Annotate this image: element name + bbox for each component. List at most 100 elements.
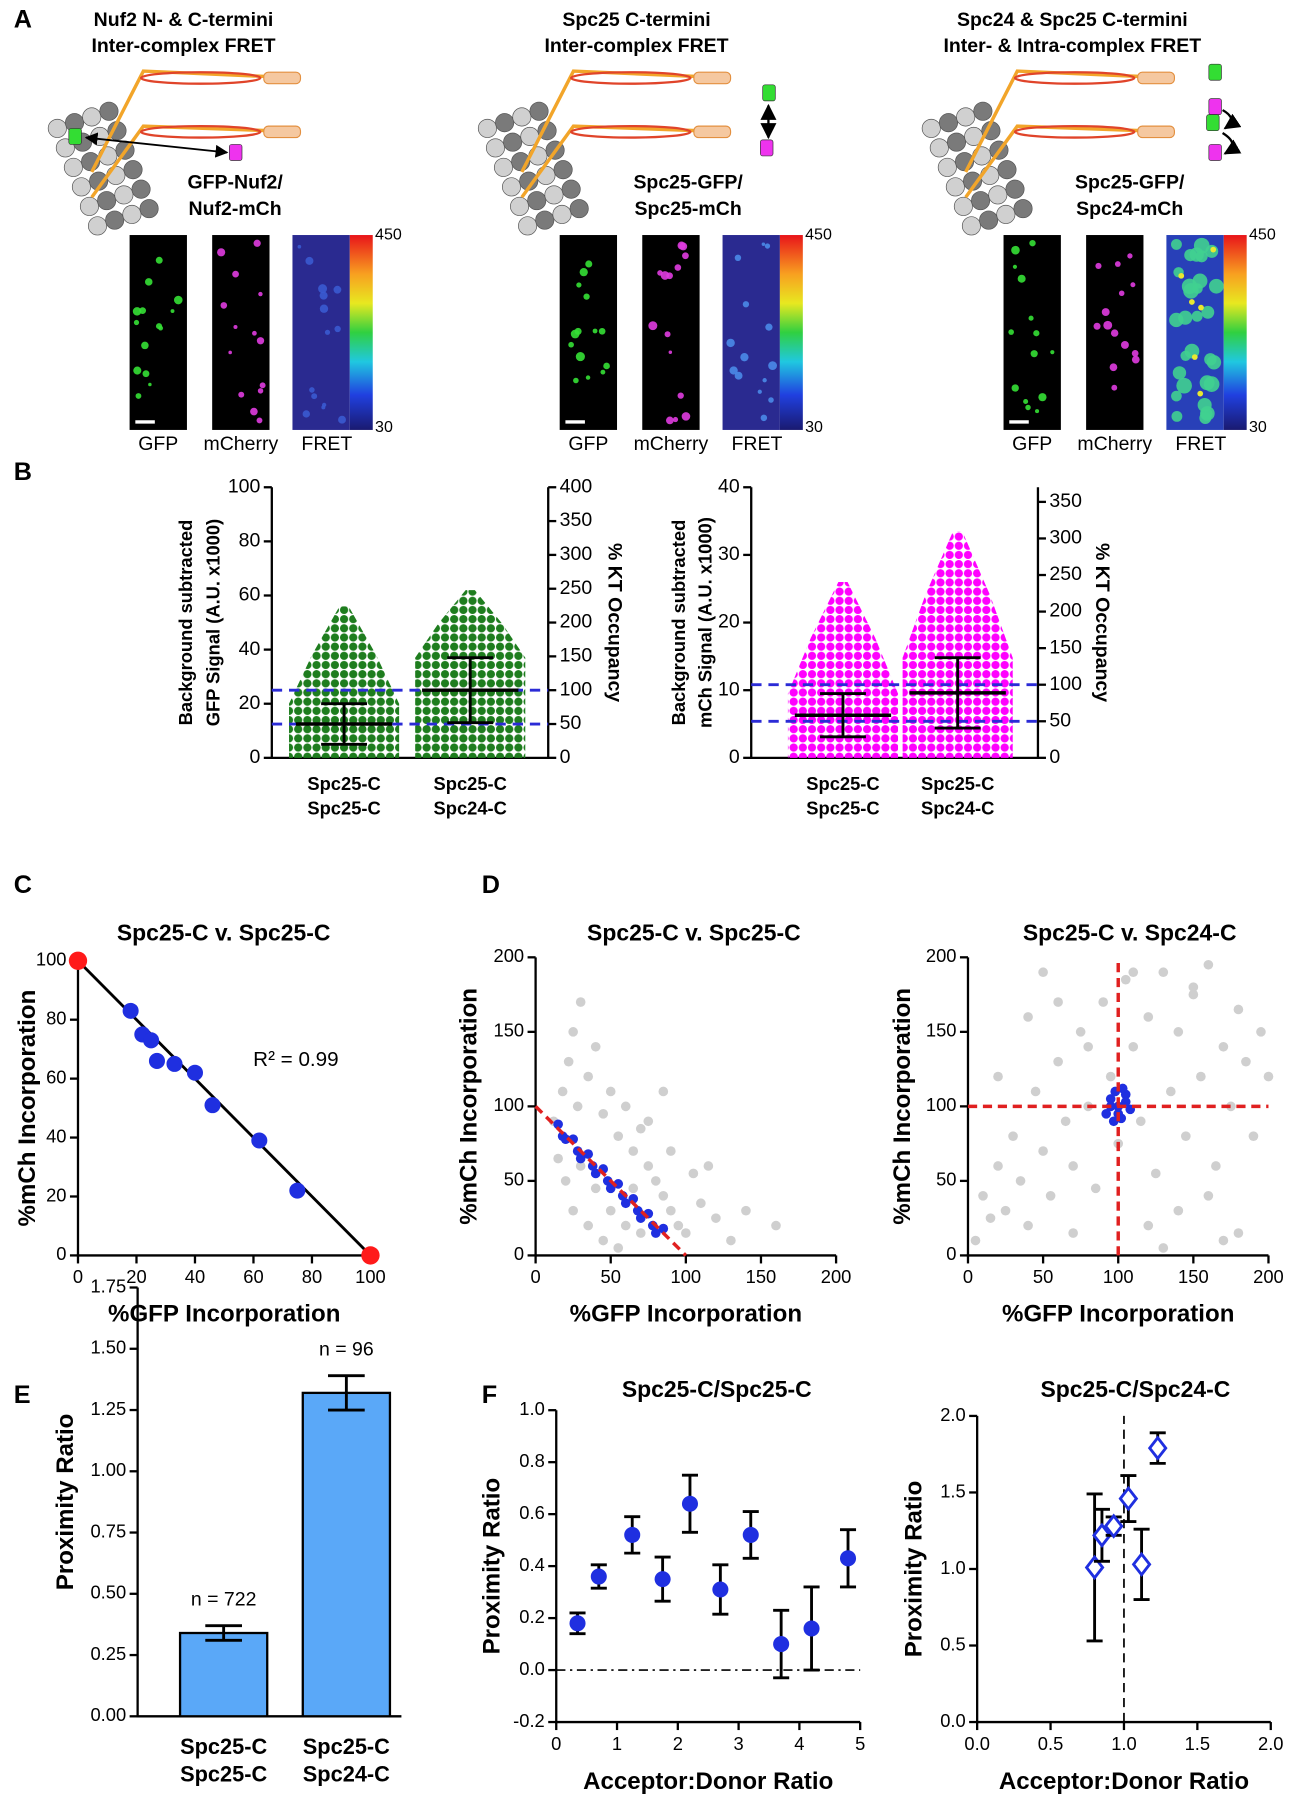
- micrograph-spot: [1111, 384, 1118, 391]
- marker: [1203, 1190, 1214, 1201]
- micrograph-spot: [144, 278, 153, 286]
- construct-label: Spc25-GFP/: [1075, 172, 1185, 194]
- marker: [1233, 1004, 1244, 1015]
- tubulin: [63, 157, 83, 177]
- micrograph-spot: [672, 416, 679, 423]
- fluor-tag: [760, 139, 774, 157]
- marker: [1053, 997, 1063, 1007]
- marker: [1211, 1161, 1221, 1171]
- micrograph-spot: [1033, 330, 1040, 337]
- marker: [635, 1123, 646, 1134]
- marker: [624, 1526, 641, 1543]
- micrograph-spot: [1127, 253, 1133, 259]
- micrograph-spot: [1011, 384, 1019, 392]
- colorbar-label: 30: [805, 418, 823, 436]
- marker: [1075, 1027, 1086, 1037]
- diagram-title: Spc25 C-termini: [562, 9, 710, 31]
- marker: [1105, 1094, 1116, 1104]
- x-tick-label: 0: [73, 1266, 83, 1287]
- x-tick-label: 0: [963, 1266, 973, 1287]
- annotation: n = 722: [191, 1589, 257, 1611]
- micrograph-spot: [1191, 310, 1203, 322]
- marker: [1173, 1027, 1184, 1037]
- tubulin: [82, 107, 102, 127]
- micrograph-spot: [1008, 329, 1014, 335]
- marker: [613, 1243, 624, 1253]
- micrograph-spot: [740, 353, 749, 362]
- micrograph-spot: [1131, 355, 1140, 364]
- marker: [1135, 1116, 1146, 1127]
- complex-coil: [570, 124, 692, 139]
- chart-title: Spc25-C v. Spc24-C: [1023, 919, 1237, 945]
- marker: [658, 1223, 669, 1234]
- marker: [560, 1176, 571, 1186]
- x-tick-label: 2: [673, 1733, 683, 1754]
- micrograph-spot: [309, 387, 315, 393]
- fret-arrow: [84, 132, 229, 158]
- y-tick-label: 30: [718, 543, 740, 565]
- micrograph-spot: [729, 366, 738, 375]
- y-tick-label: 0: [56, 1243, 66, 1264]
- marker: [1000, 1205, 1011, 1216]
- micrograph-spot: [1171, 410, 1183, 422]
- micrograph-spot: [1118, 290, 1125, 296]
- micrograph-spot: [674, 264, 682, 271]
- panel-label: F: [482, 1381, 497, 1409]
- marker: [575, 997, 586, 1007]
- tubulin: [512, 107, 532, 127]
- micrograph-spot: [256, 417, 263, 424]
- marker: [583, 1071, 594, 1082]
- y-tick-label: 2.0: [940, 1404, 965, 1425]
- marker: [1083, 1041, 1093, 1052]
- marker: [590, 1183, 601, 1194]
- x-tick-label: Spc25-C: [180, 1734, 267, 1759]
- marker: [1218, 1041, 1229, 1052]
- micrograph-spot: [158, 325, 164, 331]
- x-tick-label: 100: [355, 1266, 386, 1287]
- marker: [635, 1228, 646, 1238]
- micrograph-spot: [1171, 238, 1182, 250]
- x-tick-label: 50: [1033, 1266, 1053, 1287]
- micrograph-spot: [1025, 404, 1031, 411]
- micrograph: [129, 235, 187, 430]
- complex-coil: [1013, 124, 1136, 139]
- micrograph-spot: [252, 330, 257, 336]
- y-tick-label: 20: [239, 692, 261, 714]
- y-tick-label: 40: [239, 638, 261, 660]
- marker: [1060, 1116, 1071, 1127]
- micrograph-spot: [1028, 315, 1034, 321]
- complex-rod: [964, 69, 1175, 173]
- y-tick-label: -0.2: [513, 1710, 545, 1731]
- x-tick-label: 4: [794, 1733, 804, 1754]
- x-tick-label: Spc25-C: [307, 773, 380, 794]
- channel-label: mCherry: [203, 433, 278, 455]
- micrograph-spot: [679, 242, 688, 251]
- micrograph-spot: [1197, 397, 1212, 413]
- channel-label: GFP: [568, 433, 608, 455]
- micrograph-spot: [764, 243, 771, 249]
- x-axis-label: Acceptor:Donor Ratio: [999, 1768, 1249, 1795]
- y-tick-label: 0.0: [519, 1658, 544, 1679]
- y-axis-label: %mCh Incorporation: [456, 988, 483, 1225]
- y2-tick-label: 150: [1049, 636, 1082, 658]
- marker: [583, 1149, 594, 1159]
- marker: [993, 1071, 1003, 1082]
- x-tick-label: Spc25-C: [303, 1734, 390, 1759]
- y-tick-label: 0: [514, 1243, 524, 1264]
- y2-tick-label: 200: [1049, 600, 1082, 622]
- complex-coil: [570, 71, 692, 85]
- colorbar-label: 450: [1249, 225, 1276, 243]
- marker: [773, 1636, 790, 1653]
- micrograph-spot: [253, 239, 261, 247]
- micrograph-spot: [1189, 299, 1195, 305]
- tubulin: [938, 113, 959, 133]
- y-axis-label: Proximity Ratio: [479, 1478, 506, 1655]
- marker: [568, 1027, 578, 1037]
- micrograph-spot: [757, 389, 762, 394]
- x-axis-label: Acceptor:Donor Ratio: [583, 1768, 833, 1795]
- marker: [688, 1168, 699, 1179]
- y-tick-label: 1.0: [519, 1398, 544, 1419]
- marker: [1203, 959, 1214, 970]
- marker: [1158, 967, 1169, 978]
- micrograph-spot: [319, 291, 328, 300]
